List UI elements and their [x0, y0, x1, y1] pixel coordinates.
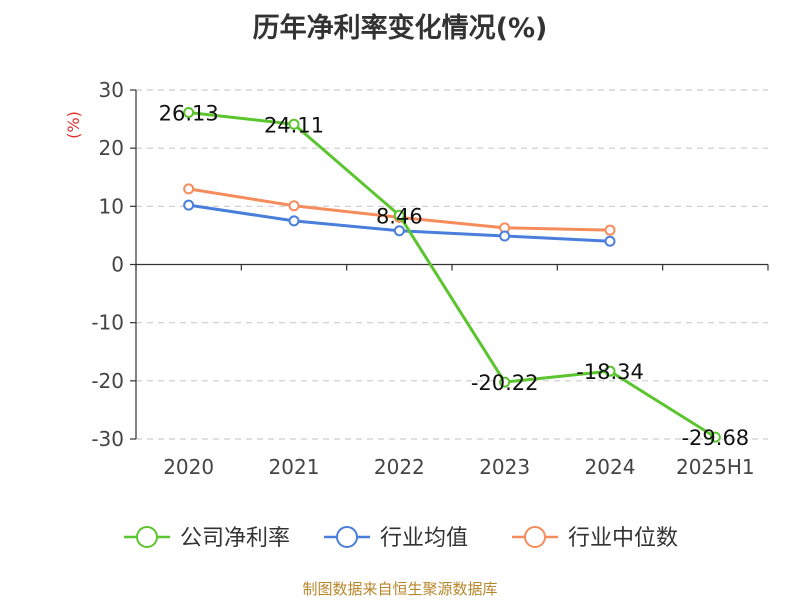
data-point: [288, 118, 300, 130]
x-tick-label: 2024: [585, 455, 636, 479]
data-labels: 26.13 24.11 8.46 -20.22 -18.34 -29.68: [159, 102, 750, 451]
y-tick-label: -20: [91, 369, 124, 393]
y-tick-label: 10: [99, 194, 124, 218]
source-note: 制图数据来自恒生聚源数据库: [302, 580, 498, 598]
data-label: 24.11: [264, 113, 324, 137]
data-label: 26.13: [159, 102, 219, 126]
x-tick-label: 2025H1: [676, 455, 755, 479]
data-point: [288, 215, 300, 227]
data-point: [393, 209, 405, 221]
chart-title: 历年净利率变化情况(%): [252, 13, 548, 44]
legend-label: 公司净利率: [180, 526, 290, 551]
series-lines: [183, 107, 721, 443]
legend-marker: [524, 526, 546, 548]
legend: 公司净利率 行业均值 行业中位数: [124, 526, 678, 551]
axes: (%): [64, 89, 769, 440]
x-tick-label: 2020: [163, 455, 214, 479]
data-point: [393, 225, 405, 237]
data-label: -29.68: [681, 426, 749, 450]
data-point: [183, 107, 195, 119]
data-label: -20.22: [471, 371, 539, 395]
data-point: [288, 200, 300, 212]
data-point: [604, 224, 616, 236]
y-axis-label: (%): [64, 111, 83, 139]
data-point: [499, 376, 511, 388]
data-point: [499, 230, 511, 242]
x-tick-label: 2021: [269, 455, 320, 479]
x-tick-label: 2022: [374, 455, 425, 479]
legend-marker: [136, 526, 158, 548]
data-point: [183, 183, 195, 195]
y-tick-label: 20: [99, 136, 124, 160]
data-point: [183, 199, 195, 211]
y-tick-label: 30: [99, 78, 124, 102]
legend-item-0: 公司净利率: [124, 526, 290, 551]
data-label: 8.46: [376, 204, 423, 228]
x-tick-label: 2023: [479, 455, 530, 479]
legend-marker: [336, 526, 358, 548]
legend-item-1: 行业均值: [324, 526, 468, 551]
data-point: [604, 365, 616, 377]
data-label: -18.34: [576, 360, 644, 384]
legend-item-2: 行业中位数: [512, 526, 678, 551]
legend-label: 行业中位数: [568, 526, 678, 551]
y-tick-labels: 30 20 10 0 -10 -20 -30: [91, 78, 124, 451]
y-tick-label: -30: [91, 427, 124, 451]
series-line-0: [188, 111, 717, 439]
data-point: [604, 235, 616, 247]
data-point: [709, 431, 721, 443]
x-tick-labels: 2020 2021 2022 2023 2024 2025H1: [163, 455, 754, 479]
legend-label: 行业均值: [380, 526, 468, 551]
y-tick-label: -10: [91, 311, 124, 335]
y-tick-label: 0: [111, 253, 124, 277]
